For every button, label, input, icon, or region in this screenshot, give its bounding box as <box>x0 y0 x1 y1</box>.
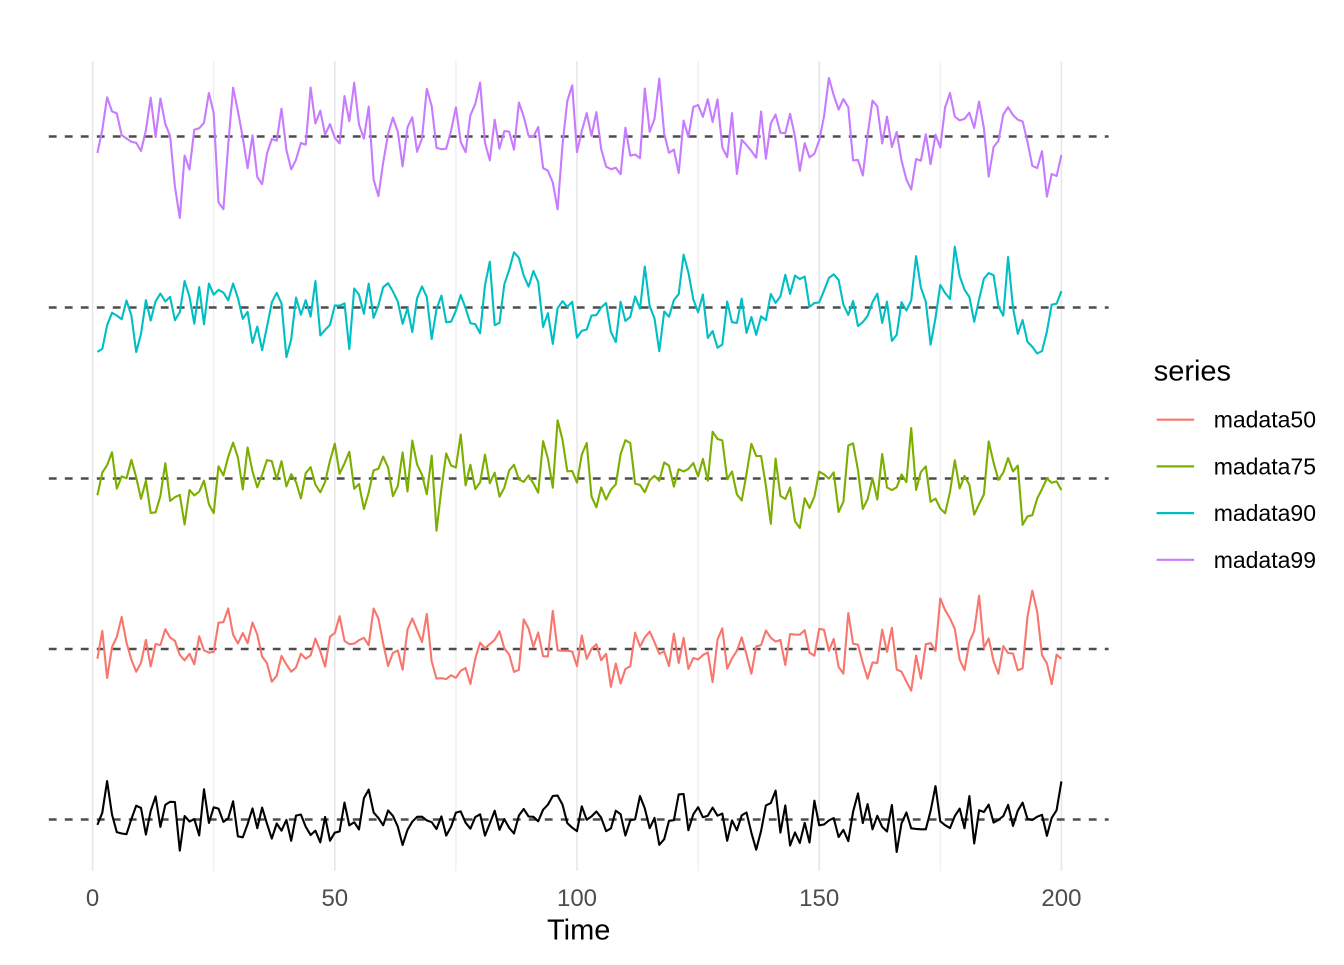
svg-text:100: 100 <box>557 885 597 912</box>
svg-text:0: 0 <box>86 885 99 912</box>
svg-text:200: 200 <box>1041 885 1081 912</box>
svg-text:madata75: madata75 <box>1214 453 1316 479</box>
svg-text:series: series <box>1154 356 1231 388</box>
svg-text:madata99: madata99 <box>1214 547 1316 573</box>
svg-text:50: 50 <box>321 885 348 912</box>
svg-text:Time: Time <box>547 915 610 947</box>
svg-text:150: 150 <box>799 885 839 912</box>
svg-text:madata90: madata90 <box>1214 500 1316 526</box>
svg-text:madata50: madata50 <box>1214 407 1316 433</box>
